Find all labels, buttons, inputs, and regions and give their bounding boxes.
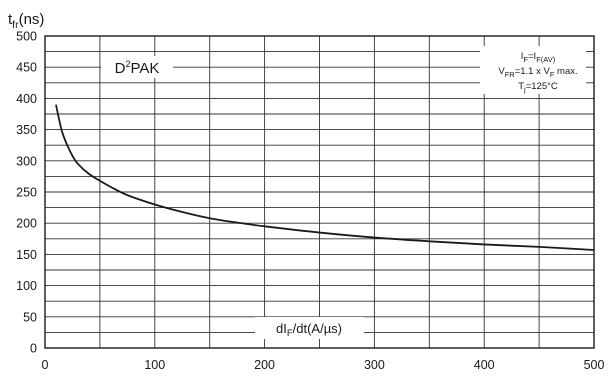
trr-curve [55,104,595,251]
plot-series [55,104,595,251]
y-tick-labels: 0 50 100 150 200 250 300 350 400 450 500 [16,30,37,356]
y-tick-label: 0 [30,342,37,356]
y-tick-label: 150 [16,248,37,262]
y-tick-label: 250 [16,186,37,200]
plot-border [44,35,595,349]
condition-line: Tj=125°C [518,81,558,94]
conditions-box: IF=IF(AV) VFR=1.1 x VF max. Tj=125°C [480,46,586,94]
y-tick-label: 350 [16,123,37,137]
package-label-bg [101,56,173,78]
package-label-box: D2PAK [101,56,173,78]
y-tick-label: 300 [16,154,37,168]
x-tick-label: 200 [254,358,275,372]
x-axis-label-box: dIF/dt(A/µs) [255,317,364,339]
y-axis-label: tfr(ns) [8,11,44,31]
y-tick-label: 450 [16,61,37,75]
conditions-bg [480,46,586,94]
y-tick-label: 100 [16,279,37,293]
condition-line: IF=IF(AV) [521,51,556,64]
plot-frame [44,35,595,349]
package-label: D2PAK [115,59,160,77]
y-tick-label: 200 [16,217,37,231]
x-tick-label: 500 [584,358,605,372]
x-axis-label-bg [255,317,364,339]
y-tick-label: 500 [16,30,37,44]
x-tick-label: 100 [144,358,165,372]
x-tick-labels: 0 100 200 300 400 500 [42,358,605,372]
y-tick-label: 50 [23,310,37,324]
x-tick-label: 300 [364,358,385,372]
x-tick-label: 400 [474,358,495,372]
condition-line: VFR=1.1 x VF max. [498,66,577,79]
x-tick-label: 0 [42,358,49,372]
x-axis-label: dIF/dt(A/µs) [276,321,342,339]
grid [45,36,594,348]
y-tick-label: 400 [16,92,37,106]
